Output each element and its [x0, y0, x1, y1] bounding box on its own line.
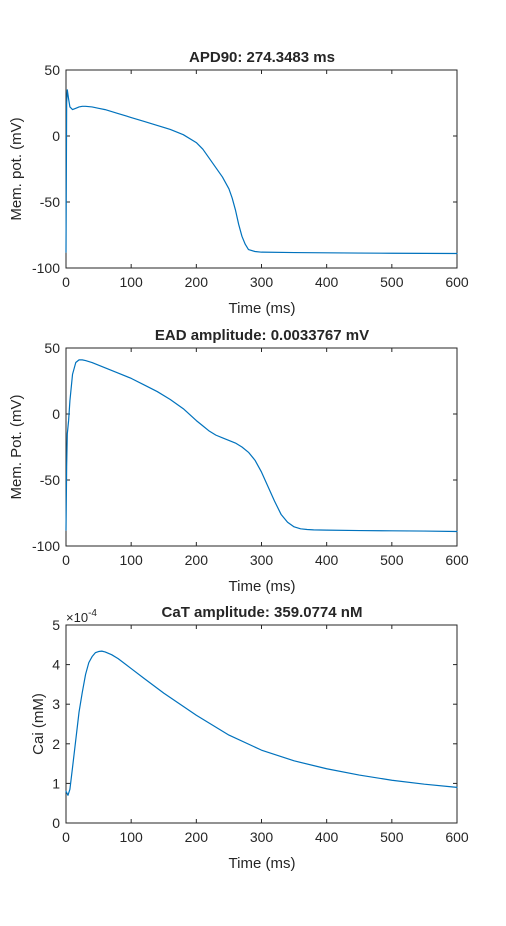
plot-area-box [65, 347, 458, 547]
x-tick-label: 0 [62, 552, 70, 568]
y-axis-label: Mem. Pot. (mV) [8, 394, 25, 499]
y-tick-label: -100 [32, 538, 60, 554]
y-tick-label: -50 [40, 194, 60, 210]
axis-exponent-base: ×10 [66, 610, 88, 625]
series-line [65, 359, 458, 533]
y-tick-label: 0 [52, 128, 60, 144]
chart-title: CaT amplitude: 359.0774 nM [162, 604, 363, 621]
x-tick-label: 300 [250, 274, 274, 290]
plot-area-box [65, 624, 458, 824]
chart-title: APD90: 274.3483 ms [189, 49, 335, 66]
axis-exponent: ×10-4 [66, 608, 97, 625]
x-axis-label: Time (ms) [229, 855, 296, 872]
y-tick-label: 4 [52, 657, 60, 673]
membrane-potential-panel: APD90: 274.3483 ms Time (ms) Mem. pot. (… [8, 49, 469, 317]
chart-title: EAD amplitude: 0.0033767 mV [155, 327, 369, 344]
x-tick-label: 0 [62, 274, 70, 290]
x-tick-label: 100 [119, 829, 143, 845]
x-tick-label: 300 [250, 829, 274, 845]
y-tick-label: 3 [52, 696, 60, 712]
ead-panel: EAD amplitude: 0.0033767 mV Time (ms) Me… [8, 327, 469, 595]
x-tick-label: 400 [315, 274, 339, 290]
x-tick-label: 400 [315, 829, 339, 845]
axis-exponent-power: -4 [88, 608, 97, 619]
plot-area-box [65, 69, 458, 269]
calcium-transient-panel: CaT amplitude: 359.0774 nM Time (ms) Cai… [30, 604, 469, 872]
x-tick-label: 100 [119, 274, 143, 290]
x-tick-label: 600 [445, 274, 469, 290]
x-tick-label: 500 [380, 552, 404, 568]
series-line [65, 650, 458, 796]
x-tick-label: 500 [380, 274, 404, 290]
x-tick-label: 200 [185, 829, 209, 845]
x-tick-label: 200 [185, 274, 209, 290]
x-tick-label: 0 [62, 829, 70, 845]
x-tick-label: 500 [380, 829, 404, 845]
x-tick-label: 600 [445, 552, 469, 568]
y-tick-label: 50 [44, 62, 60, 78]
y-tick-label: -100 [32, 260, 60, 276]
y-tick-label: 1 [52, 775, 60, 791]
series-line [65, 89, 458, 255]
y-tick-label: 0 [52, 406, 60, 422]
y-axis-label: Mem. pot. (mV) [8, 117, 25, 220]
x-tick-label: 200 [185, 552, 209, 568]
x-axis-label: Time (ms) [229, 578, 296, 595]
x-axis-label: Time (ms) [229, 300, 296, 317]
x-tick-label: 600 [445, 829, 469, 845]
y-tick-label: 2 [52, 736, 60, 752]
y-tick-label: 5 [52, 617, 60, 633]
x-tick-label: 100 [119, 552, 143, 568]
x-tick-label: 400 [315, 552, 339, 568]
y-tick-label: -50 [40, 472, 60, 488]
y-tick-label: 50 [44, 340, 60, 356]
y-axis-label: Cai (mM) [30, 693, 47, 755]
x-tick-label: 300 [250, 552, 274, 568]
y-tick-label: 0 [52, 815, 60, 831]
